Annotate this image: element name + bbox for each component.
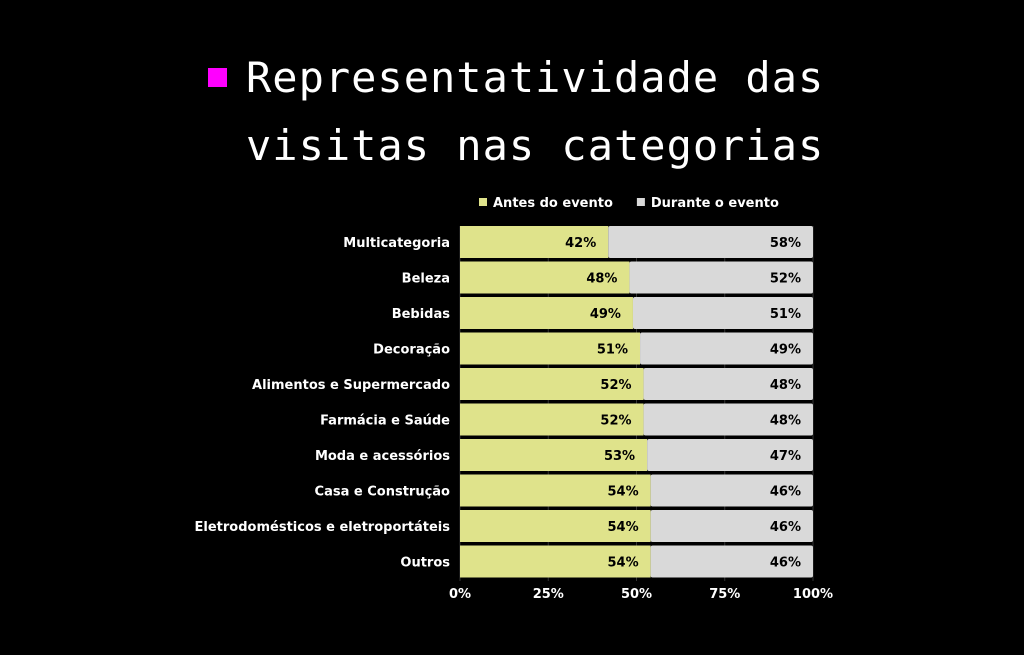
data-label: 49%	[770, 343, 801, 358]
bar-segment	[460, 261, 630, 294]
data-label: 42%	[565, 236, 596, 251]
category-label: Multicategoria	[343, 236, 450, 251]
legend-swatch	[636, 198, 645, 206]
category-label: Alimentos e Supermercado	[252, 378, 450, 393]
bar-segment	[460, 332, 641, 365]
bar-segment	[460, 403, 644, 436]
data-label: 51%	[770, 307, 801, 322]
bar-segment	[460, 297, 633, 329]
legend-swatch	[479, 198, 487, 206]
category-label: Outros	[400, 556, 450, 571]
bar-segment	[643, 368, 813, 400]
bar-segment	[460, 226, 609, 258]
bar-segment	[643, 403, 813, 436]
bar-segment	[460, 474, 651, 507]
bar-segment	[647, 439, 813, 471]
chart-title: Representatividade das visitas nas catego…	[246, 44, 824, 180]
category-label: Casa e Construção	[315, 485, 451, 500]
bar-segment	[460, 439, 648, 471]
data-label: 48%	[586, 272, 617, 287]
data-label: 46%	[770, 520, 801, 535]
bar-segment	[629, 261, 813, 294]
bar-segment	[632, 297, 813, 329]
bar-segment	[640, 332, 813, 365]
legend-label: Antes do evento	[493, 196, 613, 211]
category-label: Eletrodomésticos e eletroportáteis	[195, 520, 451, 535]
category-label: Moda e acessórios	[315, 449, 450, 464]
data-label: 52%	[600, 414, 631, 429]
title-marker	[208, 68, 227, 87]
data-label: 49%	[590, 307, 621, 322]
bar-segment	[650, 474, 813, 507]
data-label: 53%	[604, 449, 635, 464]
data-label: 48%	[770, 414, 801, 429]
x-tick-label: 25%	[533, 587, 564, 602]
data-label: 52%	[770, 272, 801, 287]
bar-segment	[460, 510, 651, 542]
data-label: 54%	[607, 485, 638, 500]
legend-label: Durante o evento	[651, 196, 779, 211]
category-label: Bebidas	[392, 307, 451, 322]
bar-segment	[460, 545, 651, 578]
title-line-2: visitas nas categorias	[246, 121, 825, 170]
bar-segment	[608, 226, 813, 258]
category-label: Farmácia e Saúde	[320, 414, 450, 429]
bar-segment	[650, 545, 813, 578]
data-label: 48%	[770, 378, 801, 393]
title-line-1: Representatividade das	[246, 53, 825, 102]
data-label: 46%	[770, 556, 801, 571]
data-label: 58%	[770, 236, 801, 251]
bar-segment	[650, 510, 813, 542]
data-label: 54%	[607, 520, 638, 535]
data-label: 47%	[770, 449, 801, 464]
data-label: 46%	[770, 485, 801, 500]
data-label: 54%	[607, 556, 638, 571]
category-label: Beleza	[402, 272, 450, 287]
x-tick-label: 0%	[449, 587, 471, 602]
data-label: 52%	[600, 378, 631, 393]
bar-segment	[460, 368, 644, 400]
x-tick-label: 50%	[621, 587, 652, 602]
x-tick-label: 75%	[709, 587, 740, 602]
data-label: 51%	[597, 343, 628, 358]
x-tick-label: 100%	[793, 587, 833, 602]
category-label: Decoração	[373, 343, 450, 358]
